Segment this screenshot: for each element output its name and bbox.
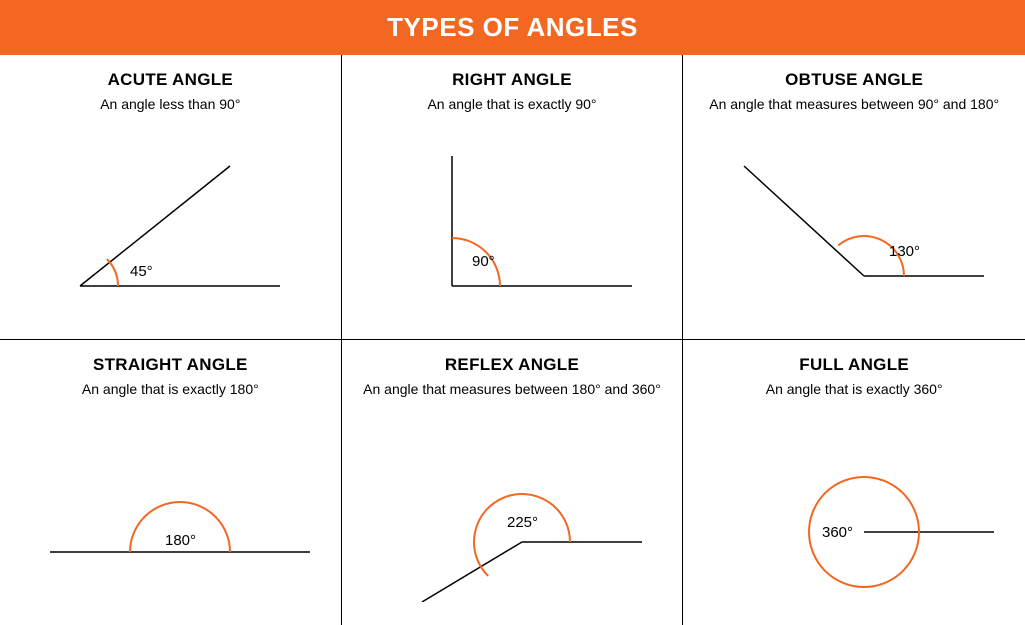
svg-text:360°: 360° [822, 524, 853, 541]
cell-title: OBTUSE ANGLE [785, 70, 923, 90]
cell-desc: An angle that measures between 180° and … [363, 380, 661, 398]
diagram-obtuse: 130° [693, 123, 1015, 329]
cell-desc: An angle that is exactly 90° [427, 95, 596, 113]
diagram-acute: 45° [10, 123, 331, 329]
cell-right: RIGHT ANGLE An angle that is exactly 90°… [342, 55, 684, 340]
angle-svg: 180° [20, 422, 320, 602]
svg-text:225°: 225° [507, 514, 538, 531]
cell-straight: STRAIGHT ANGLE An angle that is exactly … [0, 340, 342, 625]
cell-desc: An angle less than 90° [100, 95, 240, 113]
header-title: TYPES OF ANGLES [387, 12, 638, 43]
cell-title: STRAIGHT ANGLE [93, 355, 248, 375]
cell-acute: ACUTE ANGLE An angle less than 90° 45° [0, 55, 342, 340]
svg-text:45°: 45° [130, 263, 153, 280]
angle-grid: ACUTE ANGLE An angle less than 90° 45° R… [0, 55, 1025, 625]
angle-svg: 225° [362, 422, 662, 602]
cell-desc: An angle that is exactly 180° [82, 380, 259, 398]
cell-full: FULL ANGLE An angle that is exactly 360°… [683, 340, 1025, 625]
header-banner: TYPES OF ANGLES [0, 0, 1025, 55]
diagram-reflex: 225° [352, 408, 673, 615]
angle-svg: 360° [704, 422, 1004, 602]
cell-title: FULL ANGLE [799, 355, 909, 375]
diagram-straight: 180° [10, 408, 331, 615]
cell-title: REFLEX ANGLE [445, 355, 579, 375]
svg-text:130°: 130° [889, 243, 920, 260]
cell-desc: An angle that measures between 90° and 1… [709, 95, 999, 113]
svg-text:180°: 180° [165, 532, 196, 549]
cell-title: RIGHT ANGLE [452, 70, 572, 90]
diagram-right: 90° [352, 123, 673, 329]
angle-svg: 90° [362, 136, 662, 316]
angle-svg: 45° [20, 136, 320, 316]
cell-desc: An angle that is exactly 360° [766, 380, 943, 398]
angle-svg: 130° [704, 136, 1004, 316]
diagram-full: 360° [693, 408, 1015, 615]
cell-obtuse: OBTUSE ANGLE An angle that measures betw… [683, 55, 1025, 340]
svg-text:90°: 90° [472, 253, 495, 270]
cell-reflex: REFLEX ANGLE An angle that measures betw… [342, 340, 684, 625]
cell-title: ACUTE ANGLE [108, 70, 233, 90]
